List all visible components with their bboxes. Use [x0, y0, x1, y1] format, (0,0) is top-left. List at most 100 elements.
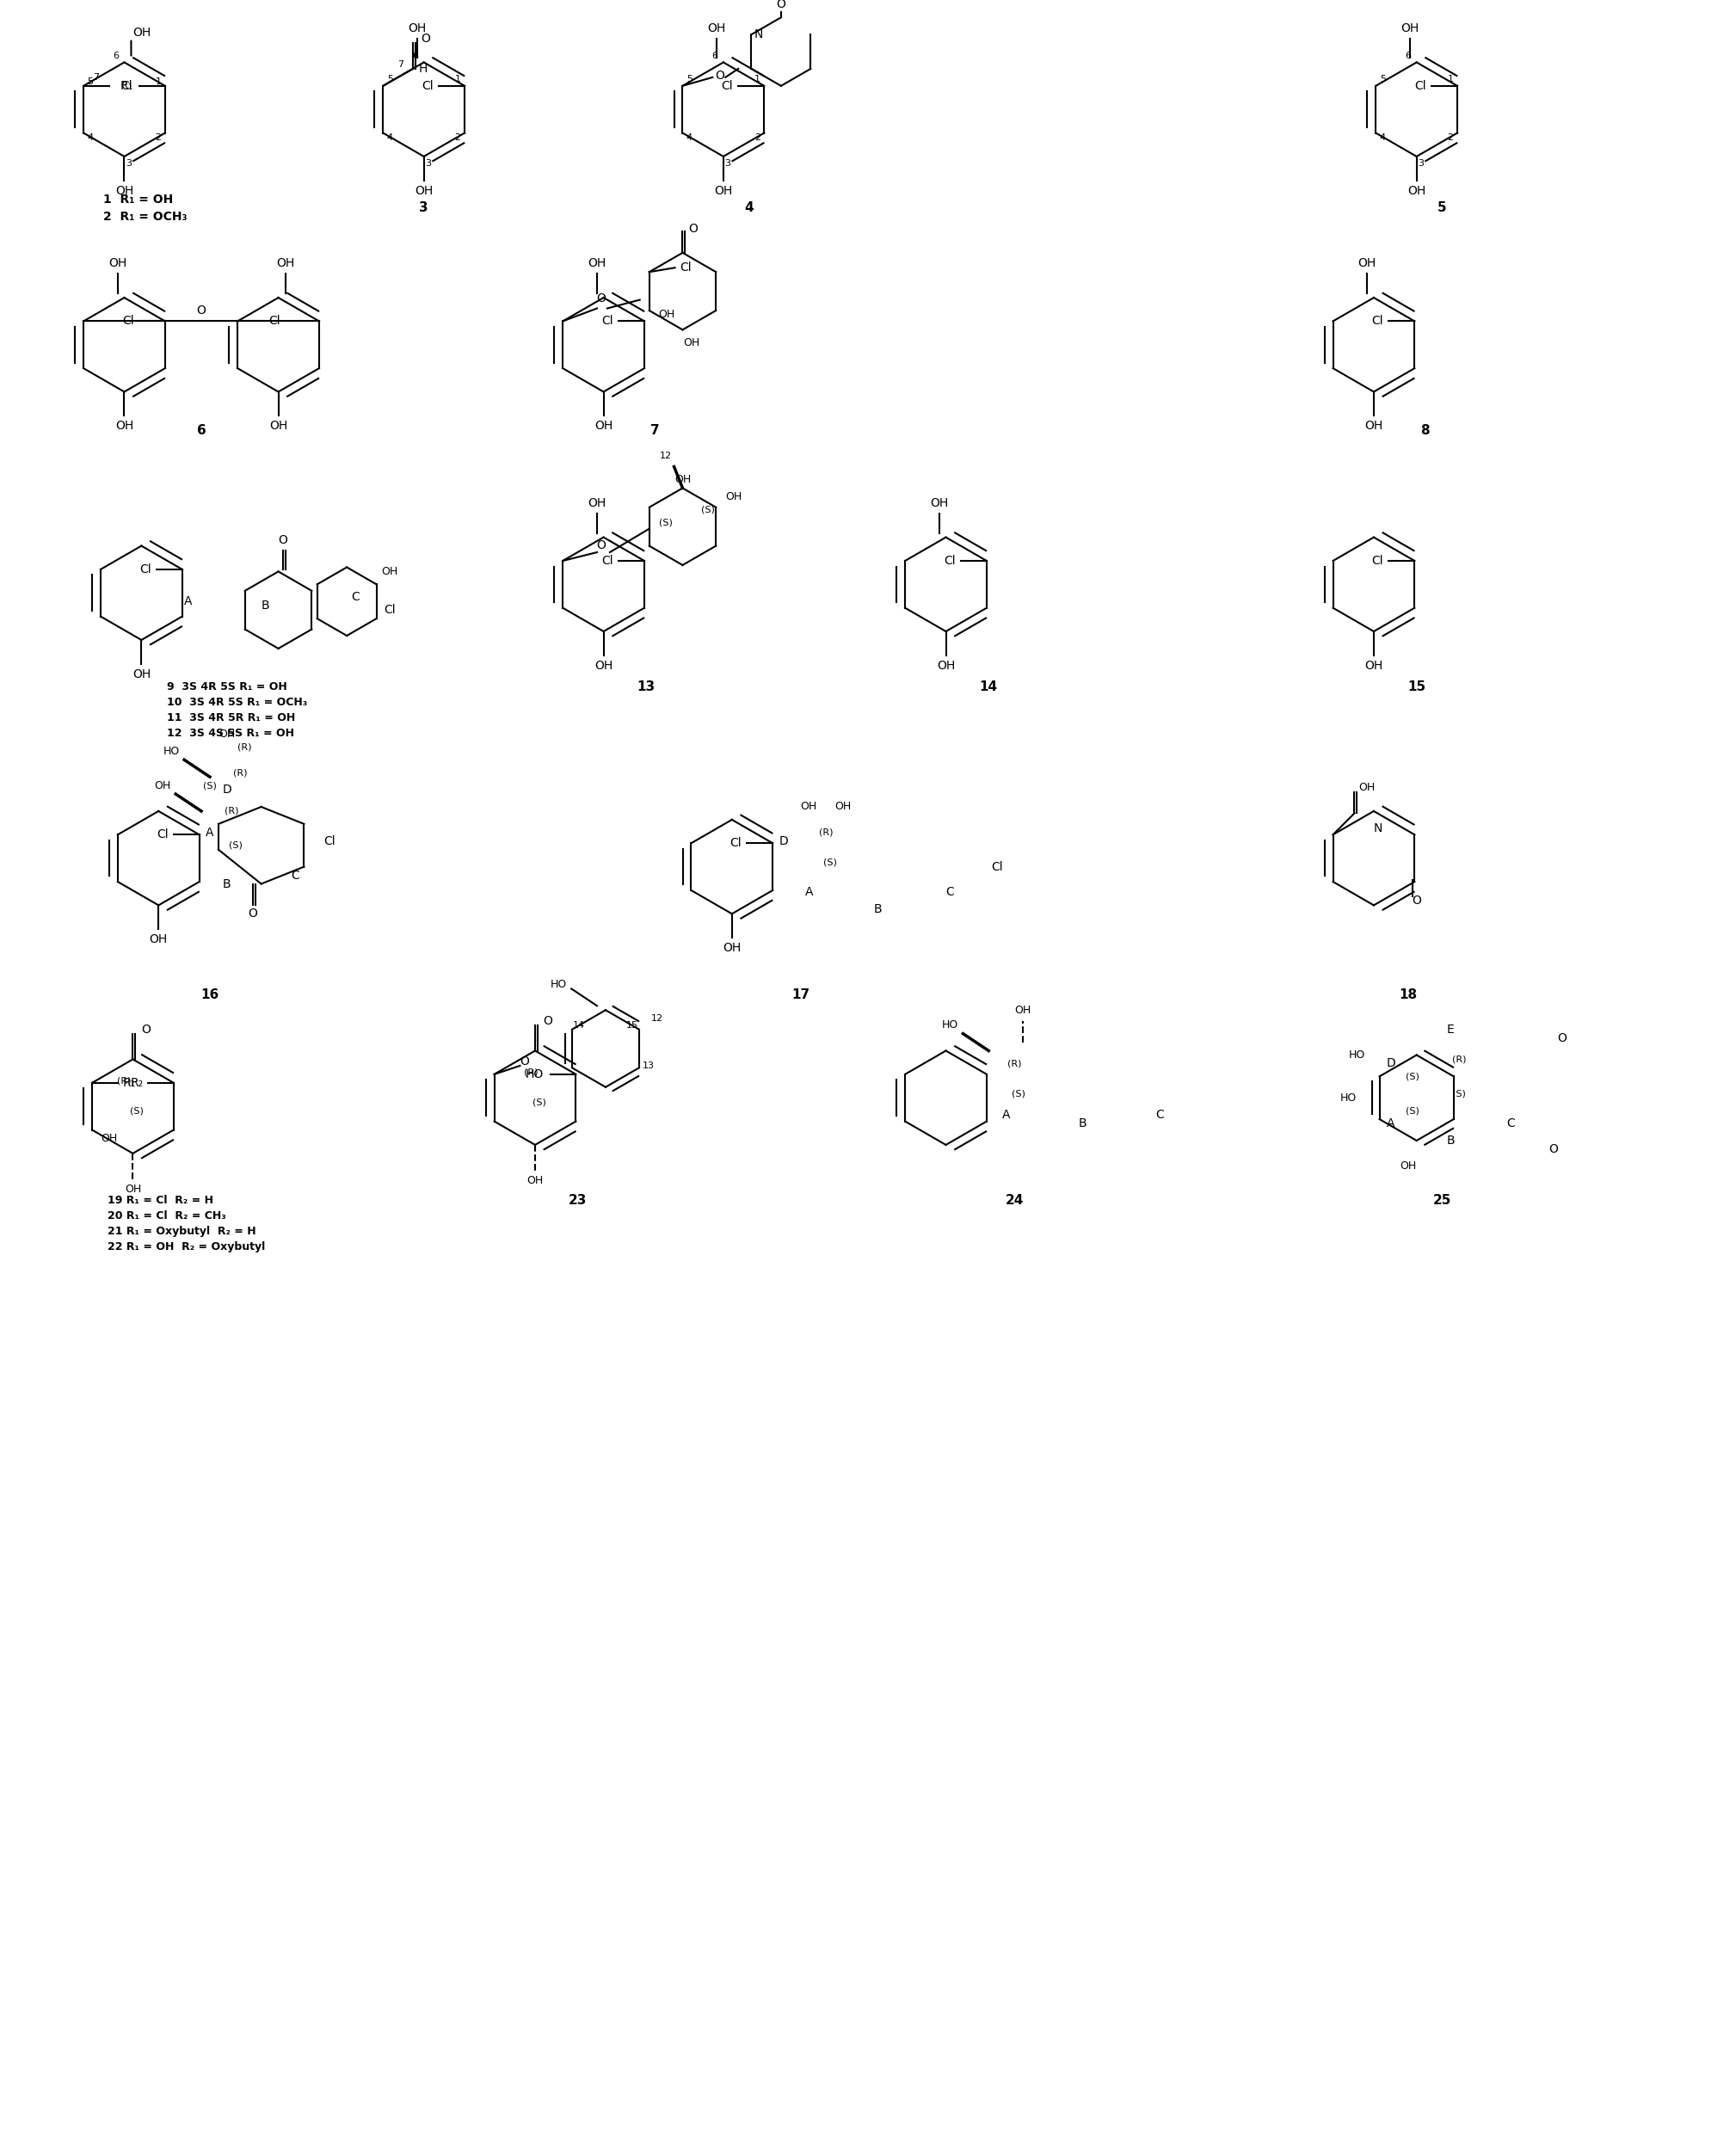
Text: Cl: Cl: [269, 315, 279, 328]
Text: HO: HO: [1349, 1050, 1364, 1060]
Text: OH: OH: [1364, 419, 1384, 432]
Text: 13: 13: [642, 1062, 654, 1071]
Text: 12: 12: [660, 451, 672, 460]
Text: 4: 4: [745, 202, 753, 215]
Text: Cl: Cl: [139, 564, 151, 575]
Text: (R): (R): [1007, 1060, 1021, 1069]
Text: 7: 7: [651, 424, 660, 436]
Text: OH: OH: [155, 779, 172, 792]
Text: OH: OH: [132, 26, 151, 38]
Text: B: B: [1446, 1135, 1455, 1148]
Text: O: O: [278, 534, 286, 545]
Text: (R): (R): [118, 1077, 132, 1086]
Text: 12  3S 4S 5S R₁ = OH: 12 3S 4S 5S R₁ = OH: [167, 728, 295, 739]
Text: OH: OH: [682, 336, 700, 349]
Text: 6: 6: [113, 51, 118, 60]
Text: HO: HO: [163, 745, 179, 756]
Text: OH: OH: [587, 496, 606, 509]
Text: D: D: [222, 783, 231, 796]
Text: 2: 2: [455, 132, 460, 141]
Text: O: O: [141, 1024, 151, 1035]
Text: OH: OH: [1359, 781, 1375, 794]
Text: OH: OH: [1364, 660, 1384, 671]
Text: A: A: [184, 596, 193, 607]
Text: 1: 1: [455, 75, 460, 83]
Text: (S): (S): [823, 858, 837, 867]
Text: OH: OH: [108, 258, 127, 270]
Text: 24: 24: [1005, 1194, 1024, 1207]
Text: 21 R₁ = Oxybutyl  R₂ = H: 21 R₁ = Oxybutyl R₂ = H: [108, 1226, 255, 1237]
Text: (S): (S): [1012, 1090, 1026, 1099]
Text: Cl: Cl: [681, 262, 693, 275]
Text: 5: 5: [1437, 202, 1446, 215]
Text: 4: 4: [686, 132, 693, 141]
Text: OH: OH: [1014, 1005, 1031, 1016]
Text: O: O: [248, 907, 257, 920]
Text: 3: 3: [1418, 160, 1424, 168]
Text: OH: OH: [835, 801, 851, 813]
Text: (S): (S): [1406, 1073, 1418, 1082]
Text: 15: 15: [627, 1020, 639, 1028]
Text: 7: 7: [398, 60, 403, 68]
Text: 13: 13: [637, 681, 656, 694]
Text: 15: 15: [1408, 681, 1425, 694]
Text: OH: OH: [722, 941, 741, 954]
Text: 23: 23: [569, 1194, 587, 1207]
Text: Cl: Cl: [123, 315, 134, 328]
Text: N: N: [753, 28, 762, 40]
Text: (S): (S): [701, 505, 715, 513]
Text: OH: OH: [408, 21, 425, 34]
Text: A: A: [1387, 1118, 1396, 1130]
Text: 4: 4: [387, 132, 392, 141]
Text: (S): (S): [1453, 1090, 1467, 1099]
Text: C: C: [1156, 1109, 1165, 1122]
Text: 16: 16: [201, 988, 219, 1001]
Text: OH: OH: [382, 566, 398, 577]
Text: 1: 1: [753, 75, 760, 83]
Text: 5: 5: [87, 77, 94, 85]
Text: (R): (R): [1453, 1056, 1467, 1064]
Text: HO: HO: [1340, 1092, 1356, 1103]
Text: OH: OH: [937, 660, 955, 671]
Text: OH: OH: [707, 21, 726, 34]
Text: OH: OH: [1399, 1160, 1417, 1171]
Text: O: O: [597, 292, 606, 304]
Text: O: O: [715, 70, 724, 81]
Text: (S): (S): [203, 781, 217, 790]
Text: 8: 8: [1420, 424, 1430, 436]
Text: H: H: [418, 62, 427, 75]
Text: 5: 5: [387, 75, 392, 83]
Text: Cl: Cl: [731, 837, 741, 849]
Text: 20 R₁ = Cl  R₂ = CH₃: 20 R₁ = Cl R₂ = CH₃: [108, 1209, 226, 1222]
Text: (S): (S): [658, 517, 672, 526]
Text: OH: OH: [415, 185, 432, 196]
Text: 2: 2: [753, 132, 760, 141]
Text: D: D: [1387, 1058, 1396, 1069]
Text: (R): (R): [233, 769, 247, 777]
Text: O: O: [1549, 1143, 1559, 1156]
Text: 3: 3: [125, 160, 132, 168]
Text: R₁: R₁: [120, 81, 134, 92]
Text: 6: 6: [196, 424, 207, 436]
Text: B: B: [1078, 1118, 1087, 1130]
Text: 2  R₁ = OCH₃: 2 R₁ = OCH₃: [102, 211, 187, 221]
Text: OH: OH: [594, 419, 613, 432]
Text: 3: 3: [420, 202, 429, 215]
Text: R₁: R₁: [122, 1077, 135, 1088]
Text: 7: 7: [94, 72, 99, 81]
Text: 12: 12: [651, 1013, 663, 1022]
Text: O: O: [597, 539, 606, 551]
Text: OH: OH: [115, 185, 134, 196]
Text: 2: 2: [1448, 132, 1453, 141]
Text: OH: OH: [930, 496, 948, 509]
Text: Cl: Cl: [722, 81, 733, 92]
Text: OH: OH: [1408, 185, 1425, 196]
Text: 25: 25: [1432, 1194, 1451, 1207]
Text: Cl: Cl: [1371, 315, 1384, 328]
Text: Cl: Cl: [156, 828, 168, 841]
Text: 4: 4: [1380, 132, 1385, 141]
Text: 1: 1: [1448, 75, 1453, 83]
Text: O: O: [1557, 1033, 1568, 1043]
Text: HO: HO: [526, 1069, 543, 1079]
Text: 4: 4: [87, 132, 94, 141]
